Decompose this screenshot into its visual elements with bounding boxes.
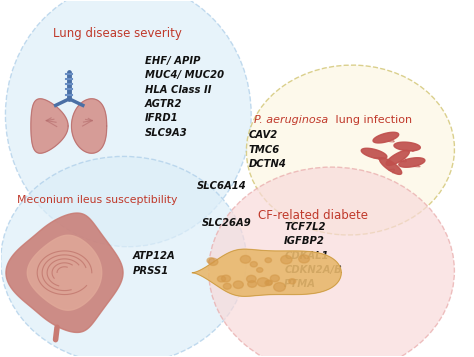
Text: CAV2
TMC6
DCTN4: CAV2 TMC6 DCTN4 xyxy=(249,131,287,169)
Circle shape xyxy=(273,283,285,291)
Text: Meconium ileus susceptibility: Meconium ileus susceptibility xyxy=(17,195,178,205)
Circle shape xyxy=(223,283,231,289)
Circle shape xyxy=(250,262,257,267)
Ellipse shape xyxy=(209,167,455,357)
Text: SLC6A14: SLC6A14 xyxy=(197,181,246,191)
Text: Lung disease severity: Lung disease severity xyxy=(53,27,182,40)
Circle shape xyxy=(299,255,310,263)
Text: SLC26A9: SLC26A9 xyxy=(201,218,251,228)
Circle shape xyxy=(240,256,251,263)
Circle shape xyxy=(289,279,296,284)
Text: P. aeruginosa: P. aeruginosa xyxy=(254,115,328,125)
Circle shape xyxy=(257,278,269,287)
Text: lung infection: lung infection xyxy=(331,115,411,125)
Circle shape xyxy=(209,258,218,266)
Polygon shape xyxy=(394,142,420,151)
Polygon shape xyxy=(361,148,387,159)
Circle shape xyxy=(207,258,214,263)
Ellipse shape xyxy=(246,65,455,235)
Text: CF-related diabete: CF-related diabete xyxy=(258,209,368,222)
Polygon shape xyxy=(6,213,123,332)
Circle shape xyxy=(266,280,273,285)
Circle shape xyxy=(218,276,226,282)
Polygon shape xyxy=(72,99,107,153)
Text: EHF/ APIP
MUC4/ MUC20
HLA Class II
AGTR2
IFRD1
SLC9A3: EHF/ APIP MUC4/ MUC20 HLA Class II AGTR2… xyxy=(145,56,224,138)
Text: TCF7L2
IGFBP2
CDKAL1
CDKN2A/B
PTMA: TCF7L2 IGFBP2 CDKAL1 CDKN2A/B PTMA xyxy=(284,222,342,290)
Circle shape xyxy=(246,275,256,282)
Circle shape xyxy=(248,281,256,287)
Polygon shape xyxy=(192,249,341,296)
Circle shape xyxy=(281,255,292,264)
Polygon shape xyxy=(380,158,401,175)
Circle shape xyxy=(233,281,243,288)
Circle shape xyxy=(221,275,230,282)
Polygon shape xyxy=(27,235,102,310)
Polygon shape xyxy=(373,132,399,143)
Circle shape xyxy=(270,275,279,282)
Ellipse shape xyxy=(0,156,246,357)
Circle shape xyxy=(265,258,272,263)
Ellipse shape xyxy=(5,0,251,247)
Text: ATP12A
PRSS1: ATP12A PRSS1 xyxy=(133,251,176,276)
Polygon shape xyxy=(31,99,68,153)
Polygon shape xyxy=(386,150,410,165)
Circle shape xyxy=(265,280,272,286)
Circle shape xyxy=(256,268,263,272)
Polygon shape xyxy=(399,158,425,167)
